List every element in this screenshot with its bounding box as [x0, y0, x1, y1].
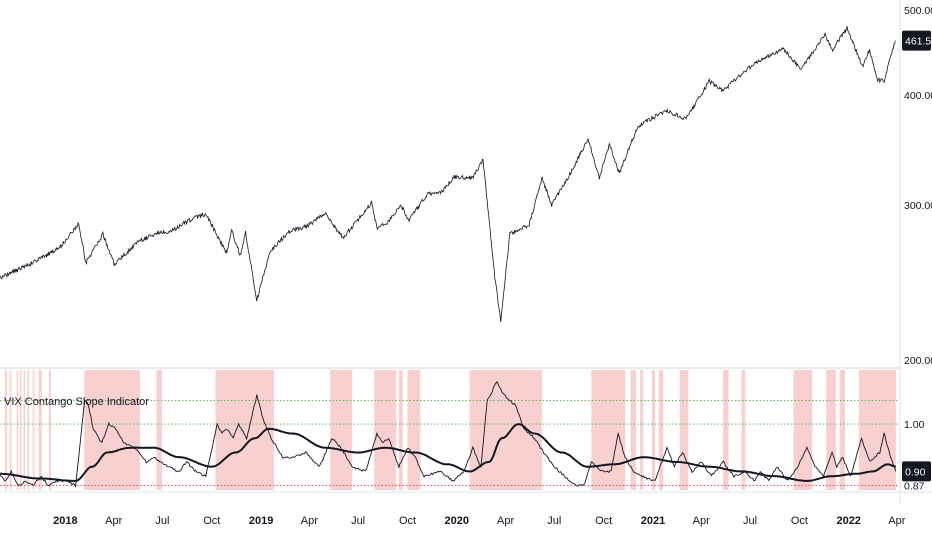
indicator-shaded-regions	[4, 370, 896, 490]
time-axis-tick: Jul	[351, 515, 365, 527]
shaded-region	[4, 370, 7, 490]
shaded-region	[793, 370, 813, 490]
indicator-last-badge	[902, 461, 931, 482]
time-axis-tick: Apr	[497, 515, 514, 527]
last-price-label: 461.55	[905, 36, 932, 48]
time-axis-tick: Oct	[791, 515, 808, 527]
shaded-region	[9, 370, 12, 490]
shaded-region	[27, 370, 29, 490]
time-axis-tick: Apr	[105, 515, 122, 527]
price-axis-tick: 300.00	[904, 200, 932, 212]
indicator-plot	[0, 380, 897, 488]
shaded-region	[679, 370, 689, 490]
shaded-region	[651, 370, 656, 490]
shaded-region	[630, 370, 636, 490]
time-axis-tick: 2020	[445, 515, 469, 527]
shaded-region	[591, 370, 626, 490]
price-axis-tick: 400.00	[904, 90, 932, 102]
shaded-region	[19, 370, 22, 490]
shaded-region	[407, 370, 421, 490]
time-axis[interactable]: 2018 Apr Jul Oct 2019 Apr Jul Oct 2020 Apr Jul Oct 2…	[53, 515, 906, 527]
last-price-badge	[902, 30, 931, 51]
price-plot	[0, 26, 896, 323]
indicator-slow-line	[0, 423, 897, 482]
shaded-region	[658, 370, 664, 490]
indicator-last-label: 0.90	[905, 466, 926, 478]
time-axis-tick: Apr	[693, 515, 710, 527]
shaded-region	[38, 370, 42, 490]
price-axis[interactable]: 500.00 400.00 300.00 200.00 461.55	[902, 5, 932, 367]
shaded-region	[723, 370, 729, 490]
time-axis-tick: 2021	[641, 515, 665, 527]
time-axis-tick: Jul	[155, 515, 169, 527]
shaded-region	[23, 370, 26, 490]
indicator-axis[interactable]: 1.00 0.87 0.90	[902, 419, 931, 493]
time-axis-tick: 2022	[836, 515, 860, 527]
price-axis-tick: 200.00	[904, 355, 932, 367]
shaded-region	[839, 370, 845, 490]
time-axis-tick: Apr	[888, 515, 905, 527]
time-axis-tick: Jul	[547, 515, 561, 527]
indicator-axis-tick: 0.87	[904, 481, 925, 493]
shaded-region	[469, 370, 542, 490]
shaded-region	[640, 370, 644, 490]
indicator-reference-lines	[0, 399, 898, 487]
time-axis-tick: 2018	[53, 515, 77, 527]
indicator-title[interactable]: VIX Contango Slope Indicator	[4, 396, 149, 408]
shaded-region	[374, 370, 397, 490]
shaded-region	[48, 370, 51, 490]
shaded-region	[156, 370, 162, 490]
shaded-region	[330, 370, 353, 490]
price-series-line	[0, 26, 896, 323]
time-axis-tick: Oct	[203, 515, 220, 527]
time-axis-tick: Apr	[301, 515, 318, 527]
time-axis-tick: Oct	[595, 515, 612, 527]
shaded-region	[826, 370, 836, 490]
shaded-region	[32, 370, 35, 490]
price-axis-tick: 500.00	[904, 5, 932, 17]
time-axis-tick: 2019	[249, 515, 273, 527]
time-axis-tick: Jul	[743, 515, 757, 527]
shaded-region	[398, 370, 403, 490]
time-axis-tick: Oct	[399, 515, 416, 527]
indicator-axis-tick: 1.00	[904, 419, 925, 431]
shaded-region	[84, 370, 140, 490]
shaded-region	[741, 370, 746, 490]
shaded-region	[16, 370, 19, 490]
